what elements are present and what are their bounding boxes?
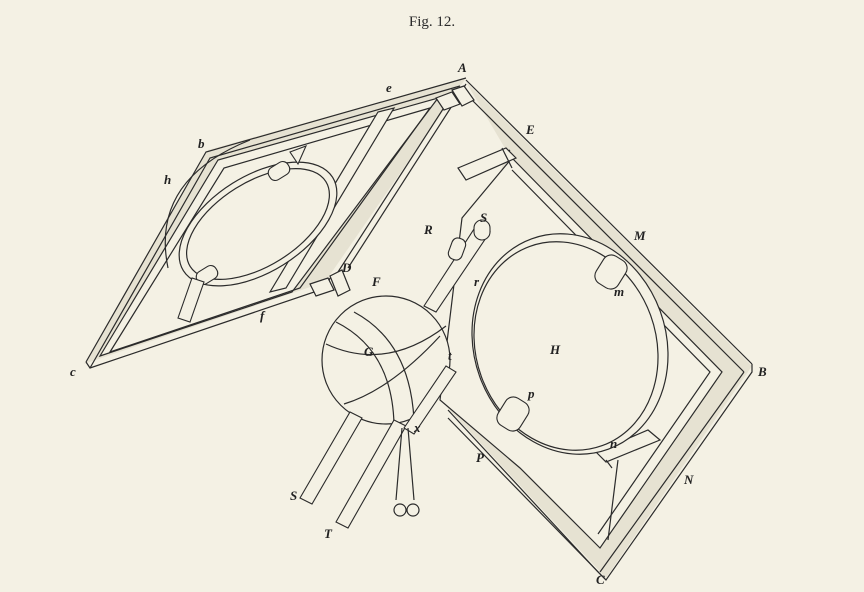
label-n-lower: n	[610, 436, 617, 451]
label-e-lower: e	[386, 80, 392, 95]
label-e-upper: E	[525, 122, 535, 137]
label-s-lower: S	[290, 488, 297, 503]
label-p-lower: p	[527, 386, 535, 401]
label-h-lower: h	[164, 172, 171, 187]
label-m-lower: m	[614, 284, 624, 299]
joint-plates	[309, 85, 475, 297]
label-g: G	[364, 344, 374, 359]
label-f: f	[260, 308, 266, 323]
label-b-upper: B	[757, 364, 767, 379]
label-d: D	[341, 260, 352, 275]
label-p-upper: P	[476, 450, 485, 465]
label-s-upper: S	[480, 210, 487, 225]
label-r-upper: R	[423, 222, 433, 237]
label-t-lower: t	[448, 348, 452, 363]
label-n-upper: N	[683, 472, 694, 487]
label-c-lower: C	[596, 572, 605, 587]
lens-h	[471, 233, 669, 455]
labels: A E e b h c f D F R S M m r G H t B p x …	[70, 60, 767, 587]
label-h-upper: H	[549, 342, 561, 357]
ball-g	[321, 295, 451, 425]
label-c-left: c	[70, 364, 76, 379]
label-b-lower: b	[198, 136, 205, 151]
label-m-upper: M	[633, 228, 646, 243]
label-x: x	[413, 420, 421, 435]
left-lens	[164, 139, 338, 323]
label-t-upper: T	[324, 526, 333, 541]
label-a: A	[457, 60, 467, 75]
label-f-upper: F	[371, 274, 381, 289]
shafts	[299, 365, 457, 529]
label-r-lower: r	[474, 274, 480, 289]
rod-r	[423, 219, 491, 313]
figure-title: Fig. 12.	[408, 14, 456, 30]
